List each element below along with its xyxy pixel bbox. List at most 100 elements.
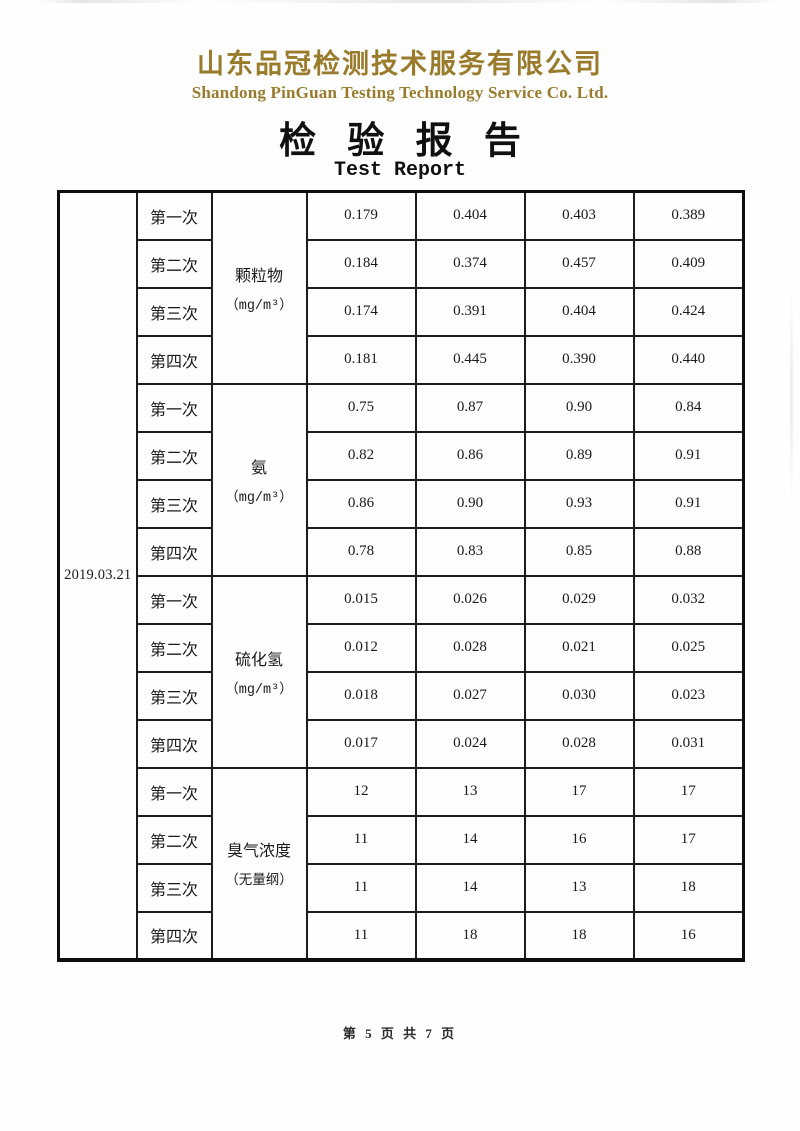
result-value-cell: 0.440	[632, 334, 745, 385]
result-value-cell: 18	[414, 910, 526, 961]
result-value-cell: 11	[305, 814, 417, 865]
scan-artifact-right	[789, 280, 794, 510]
result-value-cell: 0.87	[414, 382, 526, 433]
result-value-cell: 0.78	[305, 526, 417, 577]
results-table: 2019.03.21 第一次 颗粒物 （mg/m³） 0.179 0.404 0…	[57, 190, 745, 962]
table-row: 第一次 臭气浓度 （无量纲） 12 13 17 17	[59, 766, 745, 961]
trial-label-cell: 第一次	[135, 574, 213, 625]
trial-label-cell: 第三次	[135, 670, 213, 721]
table-row: 第二次 0.012 0.028 0.021 0.025	[59, 622, 745, 673]
result-value-cell: 13	[523, 862, 635, 913]
trial-label-cell: 第四次	[135, 334, 213, 385]
table-row: 第四次 0.017 0.024 0.028 0.031	[59, 718, 745, 769]
result-value-cell: 0.89	[523, 430, 635, 481]
report-title-en: Test Report	[333, 159, 467, 182]
report-title-cn: 检 验 报 告	[279, 121, 521, 162]
table-row: 第三次 0.86 0.90 0.93 0.91	[59, 478, 745, 529]
parameter-cell: 硫化氢 （mg/m³）	[210, 574, 308, 769]
trial-label-cell: 第四次	[135, 526, 213, 577]
result-value-cell: 11	[305, 910, 417, 961]
scan-artifact-top	[0, 0, 800, 3]
result-value-cell: 11	[305, 862, 417, 913]
table-row: 第四次 0.78 0.83 0.85 0.88	[59, 526, 745, 577]
result-value-cell: 0.404	[414, 190, 526, 241]
result-value-cell: 0.023	[632, 670, 745, 721]
result-value-cell: 0.032	[632, 574, 745, 625]
result-value-cell: 0.030	[523, 670, 635, 721]
company-name-cn: 山东品冠检测技术服务有限公司	[197, 49, 603, 79]
result-value-cell: 17	[523, 766, 635, 817]
result-value-cell: 0.025	[632, 622, 745, 673]
result-value-cell: 0.75	[305, 382, 417, 433]
trial-label-cell: 第三次	[135, 286, 213, 337]
result-value-cell: 14	[414, 814, 526, 865]
result-value-cell: 0.82	[305, 430, 417, 481]
parameter-name: 臭气浓度	[226, 843, 291, 860]
table-row: 第二次 11 14 16 17	[59, 814, 745, 865]
result-value-cell: 0.018	[305, 670, 417, 721]
trial-label-cell: 第一次	[135, 766, 213, 817]
result-value-cell: 0.390	[523, 334, 635, 385]
result-value-cell: 0.017	[305, 718, 417, 769]
trial-label-cell: 第一次	[135, 382, 213, 433]
table-row: 第三次 11 14 13 18	[59, 862, 745, 913]
result-value-cell: 0.83	[414, 526, 526, 577]
result-value-cell: 0.181	[305, 334, 417, 385]
table-row: 第一次 硫化氢 （mg/m³） 0.015 0.026 0.029 0.032	[59, 574, 745, 769]
result-value-cell: 0.457	[523, 238, 635, 289]
result-value-cell: 0.84	[632, 382, 745, 433]
result-value-cell: 0.179	[305, 190, 417, 241]
trial-label-cell: 第二次	[135, 238, 213, 289]
result-value-cell: 0.85	[523, 526, 635, 577]
table-row: 第四次 11 18 18 16	[59, 910, 745, 961]
result-value-cell: 0.026	[414, 574, 526, 625]
page-number: 第 5 页 共 7 页	[342, 1026, 458, 1041]
result-value-cell: 0.028	[523, 718, 635, 769]
table-row: 第二次 0.184 0.374 0.457 0.409	[59, 238, 745, 289]
trial-label-cell: 第二次	[135, 622, 213, 673]
result-value-cell: 0.029	[523, 574, 635, 625]
parameter-unit: （mg/m³）	[225, 490, 293, 506]
result-value-cell: 0.015	[305, 574, 417, 625]
trial-label-cell: 第二次	[135, 814, 213, 865]
table-row: 第四次 0.181 0.445 0.390 0.440	[59, 334, 745, 385]
result-value-cell: 0.93	[523, 478, 635, 529]
result-value-cell: 0.012	[305, 622, 417, 673]
result-value-cell: 0.445	[414, 334, 526, 385]
parameter-unit: （mg/m³）	[225, 298, 293, 314]
result-value-cell: 0.024	[414, 718, 526, 769]
result-value-cell: 0.409	[632, 238, 745, 289]
result-value-cell: 0.028	[414, 622, 526, 673]
result-value-cell: 16	[523, 814, 635, 865]
trial-label-cell: 第三次	[135, 862, 213, 913]
table-row: 第三次 0.018 0.027 0.030 0.023	[59, 670, 745, 721]
result-value-cell: 0.91	[632, 430, 745, 481]
result-value-cell: 0.88	[632, 526, 745, 577]
result-value-cell: 16	[632, 910, 745, 961]
table-row: 2019.03.21 第一次 颗粒物 （mg/m³） 0.179 0.404 0…	[57, 190, 745, 961]
result-value-cell: 0.90	[414, 478, 526, 529]
result-value-cell: 0.91	[632, 478, 745, 529]
table-row: 第三次 0.174 0.391 0.404 0.424	[59, 286, 745, 337]
result-value-cell: 0.391	[414, 286, 526, 337]
sample-date-cell: 2019.03.21	[57, 190, 138, 961]
trial-label-cell: 第一次	[135, 190, 213, 241]
result-value-cell: 0.86	[414, 430, 526, 481]
trial-label-cell: 第四次	[135, 910, 213, 961]
parameter-unit: （无量纲）	[225, 874, 293, 889]
parameter-unit: （mg/m³）	[225, 682, 293, 698]
result-value-cell: 17	[632, 814, 745, 865]
trial-label-cell: 第三次	[135, 478, 213, 529]
table-row: 第一次 氨 （mg/m³） 0.75 0.87 0.90 0.84	[59, 382, 745, 577]
table-row: 第二次 0.82 0.86 0.89 0.91	[59, 430, 745, 481]
result-value-cell: 0.403	[523, 190, 635, 241]
company-name-en: Shandong PinGuan Testing Technology Serv…	[191, 83, 609, 102]
result-value-cell: 0.184	[305, 238, 417, 289]
parameter-name: 氨	[250, 459, 267, 477]
result-value-cell: 0.404	[523, 286, 635, 337]
trial-label-cell: 第四次	[135, 718, 213, 769]
parameter-name: 颗粒物	[234, 267, 283, 285]
result-value-cell: 0.027	[414, 670, 526, 721]
parameter-cell: 氨 （mg/m³）	[210, 382, 308, 577]
result-value-cell: 0.90	[523, 382, 635, 433]
